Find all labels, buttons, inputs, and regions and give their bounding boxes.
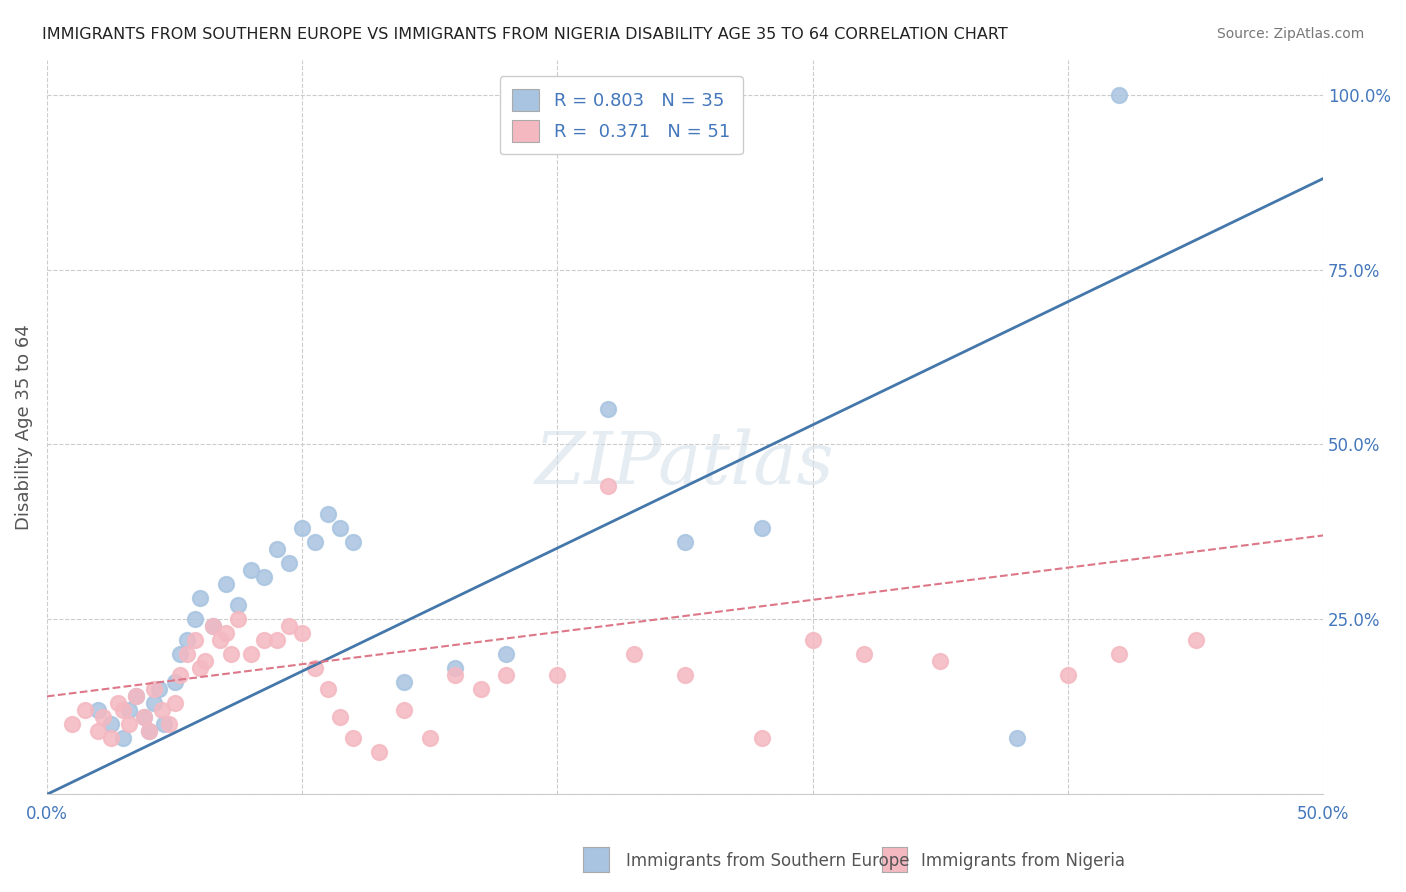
Point [132,710,155,724]
Point [598,402,620,417]
Point [143,697,166,711]
Point [100,731,122,746]
Point [75,703,97,717]
Point [125,690,148,704]
Point [751,521,773,535]
Point [929,654,952,668]
Point [546,668,568,682]
Point [801,633,824,648]
Point [91,710,114,724]
Point [394,675,416,690]
Point [240,564,263,578]
Point [209,633,232,648]
Point [673,535,696,549]
Point [316,508,339,522]
Point [329,521,352,535]
Point [444,668,467,682]
Point [278,619,301,633]
Point [169,648,191,662]
Point [495,648,517,662]
Point [188,591,211,606]
Point [304,535,326,549]
Point [214,626,236,640]
Point [138,724,160,739]
Text: Immigrants from Nigeria: Immigrants from Nigeria [921,852,1125,870]
Point [138,724,160,739]
Point [194,654,217,668]
Point [87,703,110,717]
Point [117,703,139,717]
Point [176,633,198,648]
Text: ZIPatlas: ZIPatlas [536,428,835,499]
Point [107,697,129,711]
Point [100,717,122,731]
Legend: R = 0.803   N = 35, R =  0.371   N = 51: R = 0.803 N = 35, R = 0.371 N = 51 [499,76,742,154]
Point [852,648,875,662]
Point [266,542,288,557]
Point [87,724,110,739]
Point [266,633,288,648]
Point [153,717,176,731]
Point [304,661,326,675]
Y-axis label: Disability Age 35 to 64: Disability Age 35 to 64 [15,324,32,530]
Point [228,612,250,626]
Point [342,731,364,746]
Point [1108,87,1130,102]
Point [125,690,148,704]
Point [157,717,180,731]
Text: Source: ZipAtlas.com: Source: ZipAtlas.com [1216,27,1364,41]
Text: Immigrants from Southern Europe: Immigrants from Southern Europe [626,852,910,870]
Point [163,675,186,690]
Point [278,557,301,571]
Point [201,619,224,633]
Point [291,626,314,640]
Point [148,682,170,697]
Point [240,648,263,662]
Point [62,717,84,731]
Point [598,479,620,493]
Point [495,668,517,682]
Point [316,682,339,697]
Point [623,648,645,662]
Point [214,577,236,591]
Point [143,682,166,697]
Point [419,731,441,746]
Point [470,682,492,697]
Point [367,745,389,759]
Point [169,668,191,682]
Point [394,703,416,717]
Point [117,717,139,731]
Point [1005,731,1028,746]
Point [219,648,242,662]
Text: IMMIGRANTS FROM SOUTHERN EUROPE VS IMMIGRANTS FROM NIGERIA DISABILITY AGE 35 TO : IMMIGRANTS FROM SOUTHERN EUROPE VS IMMIG… [42,27,1008,42]
Point [1184,633,1206,648]
Point [751,731,773,746]
Point [342,535,364,549]
Point [112,731,135,746]
Point [184,633,207,648]
Point [253,633,276,648]
Point [176,648,198,662]
Point [1108,648,1130,662]
Point [253,570,276,584]
Point [201,619,224,633]
Point [444,661,467,675]
Point [150,703,173,717]
Point [673,668,696,682]
Point [291,521,314,535]
Point [188,661,211,675]
Point [329,710,352,724]
Point [228,599,250,613]
Point [163,697,186,711]
Point [1057,668,1080,682]
Point [132,710,155,724]
Point [112,703,135,717]
Point [184,612,207,626]
